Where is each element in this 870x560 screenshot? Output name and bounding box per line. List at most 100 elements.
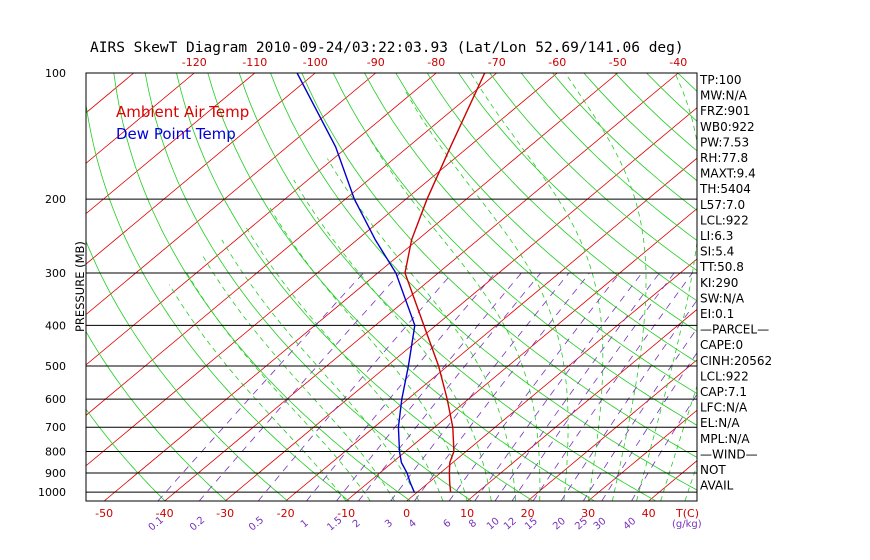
isotherm-line (86, 73, 558, 467)
temp-tick-label-bottom: -10 (337, 507, 355, 520)
mixing-ratio-label: 6 (442, 518, 454, 531)
temp-tick-label-top: -70 (488, 56, 506, 69)
index-label: MAXT:9.4 (700, 167, 756, 181)
pressure-tick-label: 200 (45, 193, 66, 206)
index-label: TP:100 (699, 73, 742, 87)
dry-adiabat-line (86, 408, 166, 501)
temp-tick-label-bottom: 30 (581, 507, 595, 520)
mixing-ratio-line (448, 272, 621, 501)
mixing-ratio-label: 12 (502, 516, 519, 533)
mixing-ratio-label: 8 (467, 518, 479, 531)
moist-adiabat-line (660, 384, 697, 501)
legend-item: Ambient Air Temp (116, 103, 249, 121)
temp-tick-label-top: -100 (303, 56, 328, 69)
dry-adiabat-line (395, 73, 697, 363)
temp-tick-label-top: -80 (427, 56, 445, 69)
dry-adiabat-line (113, 73, 411, 501)
index-label: —WIND— (700, 447, 758, 461)
isotherm-line (587, 409, 697, 501)
isotherm-line (86, 73, 135, 114)
dry-adiabat-line (176, 73, 534, 501)
pressure-tick-label: 800 (45, 446, 66, 459)
mixing-ratio-line (414, 272, 590, 501)
mixing-ratio-label: 20 (551, 516, 568, 533)
isotherm-line (86, 73, 377, 315)
moist-adiabat-line (169, 284, 347, 501)
moist-adiabat-line (404, 90, 569, 501)
index-label: PW:7.53 (700, 135, 749, 149)
index-label: LCL:922 (700, 369, 749, 383)
moist-adiabat-line (221, 239, 420, 501)
moist-adiabat-line (186, 272, 371, 501)
dry-adiabat-line (207, 73, 595, 501)
moist-adiabat-line (244, 224, 444, 501)
temp-unit-label: T(C) (675, 507, 699, 520)
pressure-tick-label: 1000 (38, 486, 66, 499)
isotherm-line (103, 73, 619, 501)
series-line (296, 73, 416, 493)
dry-adiabat-line (458, 73, 697, 302)
index-label: WB0:922 (700, 120, 755, 134)
mixing-unit-label: (g/kg) (672, 519, 702, 530)
temp-tick-label-top: -120 (182, 56, 207, 69)
isotherm-line (0, 73, 73, 501)
index-label: AVAIL (700, 479, 734, 493)
dry-adiabat-line (803, 73, 870, 501)
pressure-tick-label: 100 (45, 67, 66, 80)
mixing-ratio-line (336, 272, 522, 501)
index-label: TH:5404 (699, 182, 751, 196)
mixing-ratio-line (532, 272, 693, 501)
pressure-tick-label: 300 (45, 267, 66, 280)
dry-adiabat-line (489, 73, 697, 272)
mixing-ratio-line (474, 272, 643, 501)
mixing-ratio-label: 40 (621, 516, 638, 533)
index-label: RH:77.8 (700, 151, 748, 165)
temp-tick-label-bottom: 20 (521, 507, 535, 520)
index-label: CAP:7.1 (700, 385, 747, 399)
dry-adiabat-line (86, 101, 350, 501)
mixing-ratio-label: 0.2 (188, 515, 207, 534)
isotherm-line (770, 73, 870, 501)
temp-tick-label-bottom: -20 (277, 507, 295, 520)
isotherm-line (86, 73, 256, 215)
index-label: LI:6.3 (700, 229, 733, 243)
dry-adiabat-line (86, 330, 227, 501)
isotherm-line (345, 208, 697, 501)
dry-adiabat-line (364, 73, 697, 395)
mixing-ratio-label: 4 (407, 518, 419, 531)
temp-tick-label-top: -40 (669, 56, 687, 69)
mixing-ratio-line (198, 272, 401, 501)
dry-adiabat-line (238, 73, 657, 501)
isotherm-line (164, 73, 679, 501)
mixing-ratio-label: 0.5 (247, 515, 266, 534)
pressure-tick-label: 500 (45, 360, 66, 373)
temp-tick-label-bottom: -40 (156, 507, 174, 520)
index-label: EI:0.1 (700, 307, 734, 321)
series-line (404, 73, 486, 493)
isotherm-line (466, 308, 697, 501)
mixing-ratio-line (306, 272, 496, 501)
moist-adiabat-line (470, 73, 604, 501)
moist-adiabat-line (269, 207, 468, 501)
isotherm-line (86, 73, 437, 366)
dry-adiabat-line (86, 240, 289, 501)
isotherm-line (86, 73, 498, 416)
index-label: MW:N/A (700, 89, 748, 103)
temp-tick-label-bottom: 10 (460, 507, 474, 520)
isotherm-line (86, 73, 316, 265)
temp-tick-label-bottom: 0 (403, 507, 410, 520)
index-label: NOT (700, 463, 726, 477)
mixing-ratio-label: 1 (299, 518, 311, 531)
dry-adiabat-line (144, 73, 473, 501)
pressure-tick-label: 700 (45, 421, 66, 434)
chart-title: AIRS SkewT Diagram 2010-09-24/03:22:03.9… (90, 40, 684, 56)
mixing-ratio-line (511, 272, 675, 501)
legend-item: Dew Point Temp (116, 125, 236, 143)
plot-frame (85, 72, 698, 502)
pressure-tick-label: 400 (45, 319, 66, 332)
index-label: CAPE:0 (700, 338, 743, 352)
dry-adiabat-line (741, 73, 870, 501)
index-label: —PARCEL— (700, 323, 769, 337)
index-label: FRZ:901 (700, 104, 750, 118)
